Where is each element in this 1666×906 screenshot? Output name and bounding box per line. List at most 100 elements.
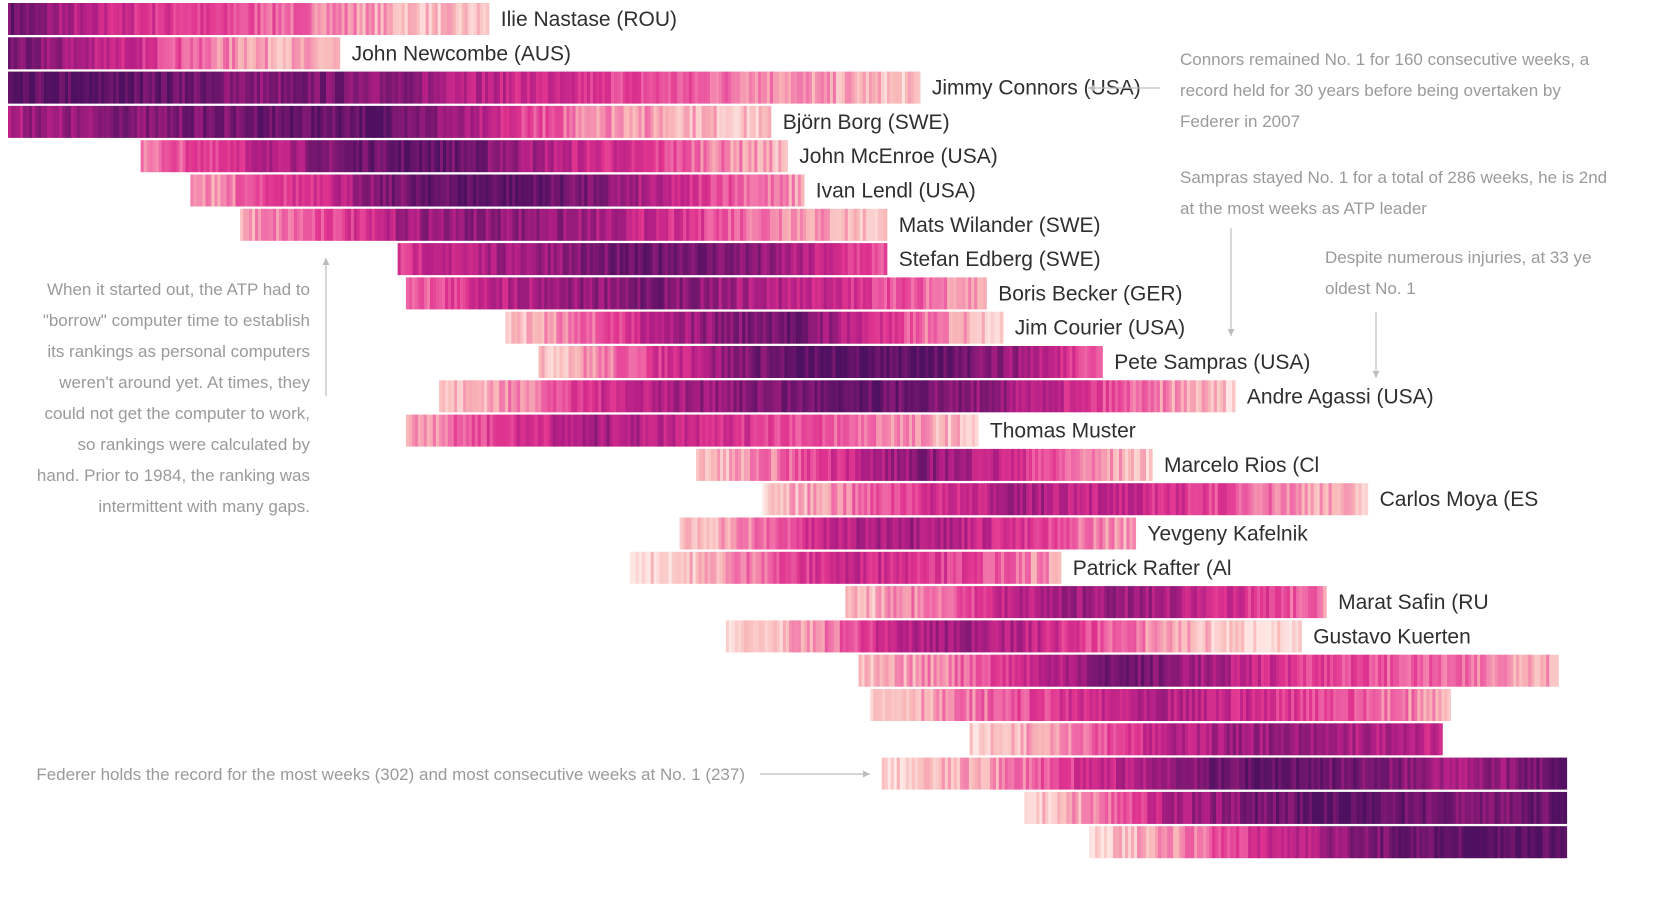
ranking-week-cell <box>846 311 851 344</box>
player-labels: Ilie Nastase (ROU)John Newcombe (AUS)Jim… <box>352 8 1539 648</box>
ranking-week-cell <box>506 174 510 207</box>
ranking-week-cell <box>894 414 898 447</box>
ranking-week-cell <box>1326 826 1330 859</box>
ranking-week-cell <box>103 71 108 104</box>
ranking-week-cell <box>1450 654 1454 687</box>
ranking-week-cell <box>1084 517 1089 550</box>
ranking-week-cell <box>847 71 852 104</box>
ranking-week-cell <box>746 620 751 653</box>
ranking-week-cell <box>1226 586 1231 619</box>
ranking-week-cell <box>20 105 24 138</box>
ranking-week-cell <box>520 311 524 344</box>
ranking-week-cell <box>880 380 885 413</box>
ranking-week-cell <box>810 448 814 481</box>
ranking-week-cell <box>912 311 917 344</box>
ranking-week-cell <box>802 517 807 550</box>
ranking-week-cell <box>406 243 411 276</box>
ranking-week-cell <box>521 174 525 207</box>
ranking-week-cell <box>187 71 192 104</box>
ranking-week-cell <box>996 654 1001 687</box>
ranking-week-cell <box>323 3 328 35</box>
ranking-week-cell <box>1440 791 1445 824</box>
player-name-label: Ilie Nastase (ROU) <box>501 8 677 31</box>
ranking-week-cell <box>1037 586 1042 619</box>
ranking-week-cell <box>720 448 724 481</box>
ranking-week-cell <box>1143 654 1148 687</box>
ranking-week-cell <box>332 3 337 35</box>
ranking-week-cell <box>1381 654 1385 687</box>
ranking-week-cell <box>1036 346 1040 378</box>
ranking-week-cell <box>674 208 678 241</box>
ranking-week-cell <box>1374 757 1378 790</box>
ranking-week-cell <box>664 311 668 344</box>
ranking-week-cell <box>1024 551 1029 584</box>
ranking-week-cell <box>130 71 135 104</box>
ranking-week-cell <box>143 3 147 35</box>
ranking-week-cell <box>1353 791 1358 824</box>
ranking-week-cell <box>442 174 447 207</box>
ranking-week-cell <box>798 414 802 447</box>
ranking-week-cell <box>205 71 210 104</box>
ranking-week-cell <box>548 208 553 241</box>
ranking-week-cell <box>900 311 905 344</box>
ranking-week-cell <box>804 483 808 516</box>
ranking-week-cell <box>362 208 367 241</box>
ranking-week-cell <box>920 551 924 584</box>
ranking-week-cell <box>1390 689 1394 721</box>
ranking-week-cell <box>945 654 950 687</box>
ranking-week-cell <box>410 105 414 138</box>
ranking-week-cell <box>845 586 849 619</box>
ranking-week-cell <box>1140 826 1144 859</box>
ranking-week-cell <box>609 414 614 447</box>
ranking-week-cell <box>1269 654 1274 687</box>
ranking-week-cell <box>918 414 922 447</box>
ranking-week-cell <box>911 620 916 653</box>
ranking-week-cell <box>1509 791 1514 824</box>
ranking-week-cell <box>133 71 138 104</box>
ranking-week-cell <box>615 414 620 447</box>
ranking-week-cell <box>742 140 746 173</box>
ranking-week-cell <box>1057 791 1061 824</box>
ranking-week-cell <box>673 71 678 104</box>
ranking-week-cell <box>1015 346 1019 378</box>
ranking-week-cell <box>214 37 218 70</box>
ranking-week-cell <box>1404 826 1408 859</box>
ranking-week-cell <box>971 551 975 584</box>
ranking-week-cell <box>987 483 991 516</box>
ranking-week-cell <box>460 140 465 173</box>
ranking-week-cell <box>838 380 843 413</box>
ranking-week-cell <box>1111 380 1116 413</box>
ranking-week-cell <box>734 551 739 584</box>
ranking-week-cell <box>724 277 729 310</box>
ranking-week-cell <box>1061 483 1066 516</box>
ranking-week-cell <box>1197 689 1202 721</box>
ranking-week-cell <box>276 208 280 241</box>
ranking-week-cell <box>517 380 521 413</box>
ranking-week-cell <box>1268 483 1273 516</box>
ranking-week-cell <box>1235 483 1240 516</box>
ranking-week-cell <box>1146 826 1150 859</box>
ranking-week-cell <box>932 551 936 584</box>
ranking-week-cell <box>960 483 964 516</box>
ranking-week-cell <box>1242 826 1246 859</box>
ranking-week-cell <box>1486 654 1490 687</box>
ranking-week-cell <box>365 3 370 35</box>
ranking-week-cell <box>563 105 568 138</box>
ranking-week-cell <box>1298 723 1303 756</box>
ranking-week-cell <box>1197 757 1201 790</box>
ranking-week-cell <box>1021 380 1026 413</box>
ranking-week-cell <box>809 620 814 653</box>
ranking-week-cell <box>980 277 984 310</box>
ranking-week-cell <box>920 620 925 653</box>
ranking-week-cell <box>1327 689 1331 721</box>
ranking-week-cell <box>976 517 981 550</box>
ranking-week-cell <box>783 448 787 481</box>
ranking-week-cell <box>933 448 937 481</box>
ranking-week-cell <box>722 551 727 584</box>
ranking-week-cell <box>1495 654 1499 687</box>
ranking-week-cell <box>1169 620 1173 653</box>
ranking-week-cell <box>508 140 513 173</box>
ranking-week-cell <box>1012 346 1016 378</box>
ranking-week-cell <box>930 483 934 516</box>
ranking-week-cell <box>1001 586 1006 619</box>
